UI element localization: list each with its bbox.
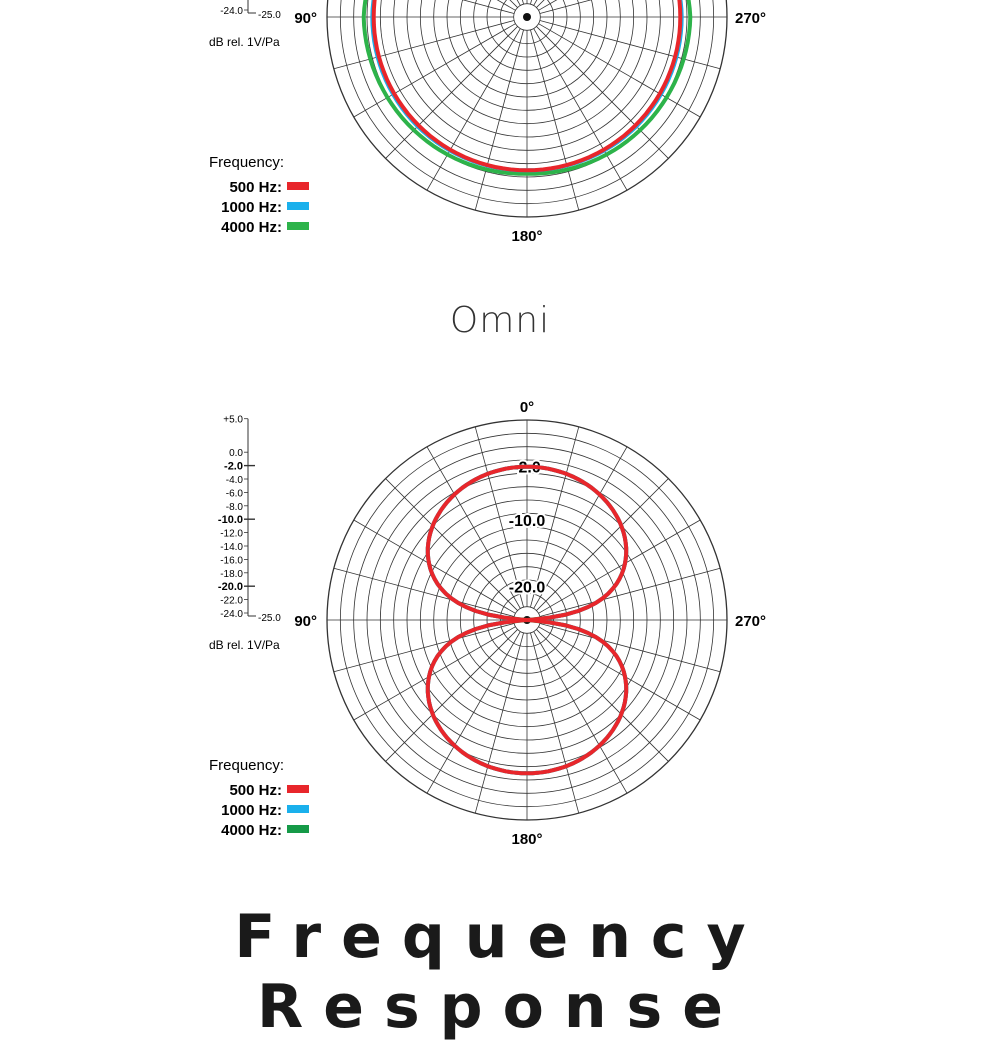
scale-tick-label: -12.0 [220,529,243,540]
angle-label-90: 90° [294,613,317,630]
ring-label: -10.0 [509,513,546,530]
angle-label-180: 180° [511,831,542,848]
polar-spoke [536,629,669,762]
polar-spoke [353,519,516,614]
angle-label-270: 270° [735,10,766,27]
polar-spoke [509,0,518,8]
unit-label: dB rel. 1V/Pa [209,638,280,652]
scale-tick-label: -20.0 [218,581,243,593]
polar-center-dot [523,13,531,21]
scale-tick-label: +5.0 [223,415,243,426]
polar-spoke [474,29,524,211]
frequency-response-heading: Frequency Response [234,902,766,1042]
scale-min-label: -25.0 [258,10,281,21]
scale-tick-label: -14.0 [220,542,243,553]
polar-spoke [538,23,701,118]
polar-spoke [426,446,521,609]
polar-spoke [385,26,518,159]
legend-label: 500 Hz: [229,782,282,799]
legend-swatch [287,785,309,793]
page: 90° 180° 270° -24.0 -25.0 dB rel. 1V/Pa Freque… [209,0,766,1042]
polar-spoke [533,446,628,609]
scale-tick-label: -22.0 [220,596,243,607]
polar-spoke [474,632,524,814]
legend-label: 500 Hz: [229,179,282,196]
polar-chart-top: 90° 180° 270° -24.0 -25.0 dB rel. 1V/Pa Freque… [209,0,766,245]
angle-label-0: 0° [520,399,534,416]
polar-spoke [462,0,515,14]
legend-label: 1000 Hz: [221,802,282,819]
scale-tick-label: 0.0 [229,448,243,459]
polar-spoke [426,28,521,191]
legend-swatch [287,222,309,230]
legend-swatch [287,825,309,833]
polar-spoke [533,631,628,794]
legend-label: 4000 Hz: [221,219,282,236]
polar-spoke [333,20,515,70]
legend-title: Frequency: [209,154,284,171]
legend-swatch [287,202,309,210]
ring-label: -20.0 [509,580,546,597]
polar-spoke [385,478,518,611]
legend-label: 1000 Hz: [221,199,282,216]
polar-spoke [533,28,628,191]
polar-spoke [536,26,669,159]
angle-label-90: 90° [294,10,317,27]
scale-tick-label: -24.0 [220,6,243,17]
polar-spoke [539,0,592,14]
scale-tick-label: -10.0 [218,514,243,526]
polar-spoke [385,629,518,762]
scale-tick-label: -6.0 [226,488,244,499]
unit-label: dB rel. 1V/Pa [209,35,280,49]
legend-title: Frequency: [209,757,284,774]
series-line-0 [371,0,683,173]
polar-spoke [530,29,580,211]
polar-spoke [353,23,516,118]
polar-chart-omni: 0°90°180°270°-2.0-10.0-20.0+5.00.0-2.0-4… [209,399,766,848]
scale-tick-label: -18.0 [220,569,243,580]
polar-spoke [333,567,515,617]
polar-spoke [539,623,721,673]
pattern-title: Omni [449,300,551,341]
polar-spoke [538,626,701,721]
scale-tick-label: -4.0 [226,475,244,486]
legend-label: 4000 Hz: [221,822,282,839]
scale-min-label: -25.0 [258,613,281,624]
polar-spoke [538,519,701,614]
polar-spoke [426,631,521,794]
scale-tick-label: -16.0 [220,555,243,566]
angle-label-270: 270° [735,613,766,630]
series-line-2 [361,0,693,176]
polar-spoke [333,623,515,673]
scale-tick-label: -24.0 [220,609,243,620]
polar-spoke [530,632,580,814]
legend-swatch [287,182,309,190]
angle-label-180: 180° [511,228,542,245]
series-line-0 [425,464,629,776]
scale-tick-label: -2.0 [224,461,243,473]
polar-spoke [530,426,580,608]
scale-tick-label: -8.0 [226,502,244,513]
polar-spoke [539,20,721,70]
polar-spoke [536,478,669,611]
polar-spoke [353,626,516,721]
polar-spoke [536,0,545,8]
polar-spoke [474,426,524,608]
legend-swatch [287,805,309,813]
polar-spoke [539,567,721,617]
